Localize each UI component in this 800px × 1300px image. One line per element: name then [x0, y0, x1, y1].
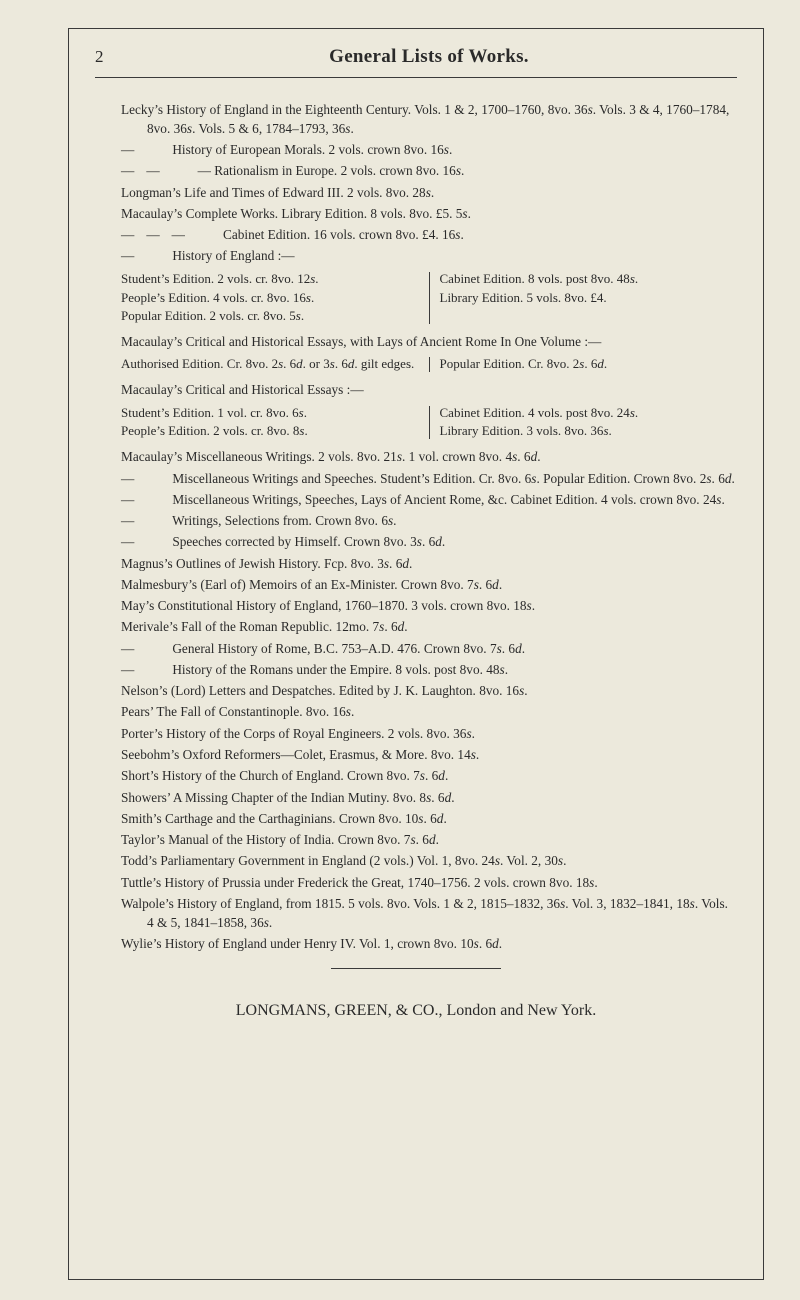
page-title: General Lists of Works.: [121, 43, 737, 71]
edition-line: Cabinet Edition. 4 vols. post 8vo. 24s.: [440, 404, 738, 423]
edition-line: Student’s Edition. 2 vols. cr. 8vo. 12s.: [121, 270, 419, 289]
twocol-c-left: Student’s Edition. 1 vol. cr. 8vo. 6s.Pe…: [121, 404, 419, 442]
catalog-entry: — History of European Morals. 2 vols. cr…: [95, 140, 737, 159]
column-rule: [429, 406, 430, 440]
page-frame: 2 General Lists of Works. Lecky’s Histor…: [68, 28, 764, 1280]
catalog-entry: Short’s History of the Church of England…: [95, 766, 737, 785]
entries-c: Macaulay’s Critical and Historical Essay…: [95, 380, 737, 399]
catalog-entry: Lecky’s History of England in the Eighte…: [95, 100, 737, 139]
footer-rule: [331, 968, 501, 969]
catalog-entry: Macaulay’s Complete Works. Library Editi…: [95, 204, 737, 223]
catalog-entry: May’s Constitutional History of England,…: [95, 596, 737, 615]
entries-d: Macaulay’s Miscellaneous Writings. 2 vol…: [95, 447, 737, 953]
catalog-entry: Macaulay’s Miscellaneous Writings. 2 vol…: [95, 447, 737, 466]
twocol-c-right: Cabinet Edition. 4 vols. post 8vo. 24s.L…: [440, 404, 738, 442]
entries-b: Macaulay’s Critical and Historical Essay…: [95, 332, 737, 351]
page-number: 2: [95, 45, 121, 70]
header: 2 General Lists of Works.: [95, 43, 737, 78]
catalog-entry: Porter’s History of the Corps of Royal E…: [95, 724, 737, 743]
twocol-c: Student’s Edition. 1 vol. cr. 8vo. 6s.Pe…: [95, 404, 737, 442]
edition-line: Student’s Edition. 1 vol. cr. 8vo. 6s.: [121, 404, 419, 423]
catalog-entry: Longman’s Life and Times of Edward III. …: [95, 183, 737, 202]
catalog-entry: Malmesbury’s (Earl of) Memoirs of an Ex-…: [95, 575, 737, 594]
catalog-entry: Macaulay’s Critical and Historical Essay…: [95, 332, 737, 351]
catalog-entry: — Writings, Selections from. Crown 8vo. …: [95, 511, 737, 530]
catalog-entry: Macaulay’s Critical and Historical Essay…: [95, 380, 737, 399]
column-rule: [429, 357, 430, 372]
catalog-entry: Merivale’s Fall of the Roman Republic. 1…: [95, 617, 737, 636]
catalog-entry: Magnus’s Outlines of Jewish History. Fcp…: [95, 554, 737, 573]
twocol-b: Authorised Edition. Cr. 8vo. 2s. 6d. or …: [95, 355, 737, 374]
catalog-entry: Taylor’s Manual of the History of India.…: [95, 830, 737, 849]
catalog-entry: Walpole’s History of England, from 1815.…: [95, 894, 737, 933]
edition-line: Library Edition. 3 vols. 8vo. 36s.: [440, 422, 738, 441]
catalog-entry: Pears’ The Fall of Constantinople. 8vo. …: [95, 702, 737, 721]
column-rule: [429, 272, 430, 325]
catalog-entry: — History of England :—: [95, 246, 737, 265]
catalog-entry: Nelson’s (Lord) Letters and Despatches. …: [95, 681, 737, 700]
catalog-entry: Smith’s Carthage and the Carthaginians. …: [95, 809, 737, 828]
catalog-entry: — History of the Romans under the Empire…: [95, 660, 737, 679]
edition-line: People’s Edition. 4 vols. cr. 8vo. 16s.: [121, 289, 419, 308]
entries-top: Lecky’s History of England in the Eighte…: [95, 100, 737, 266]
catalog-entry: Todd’s Parliamentary Government in Engla…: [95, 851, 737, 870]
edition-line: Authorised Edition. Cr. 8vo. 2s. 6d. or …: [121, 355, 419, 374]
twocol-b-right: Popular Edition. Cr. 8vo. 2s. 6d.: [440, 355, 738, 374]
catalog-entry: Seebohm’s Oxford Reformers—Colet, Erasmu…: [95, 745, 737, 764]
catalog-entry: — General History of Rome, B.C. 753–A.D.…: [95, 639, 737, 658]
edition-line: Library Edition. 5 vols. 8vo. £4.: [440, 289, 738, 308]
catalog-entry: — Miscellaneous Writings, Speeches, Lays…: [95, 490, 737, 509]
twocol-a-right: Cabinet Edition. 8 vols. post 8vo. 48s.L…: [440, 270, 738, 327]
twocol-a-left: Student’s Edition. 2 vols. cr. 8vo. 12s.…: [121, 270, 419, 327]
publisher-footer: LONGMANS, GREEN, & CO., London and New Y…: [95, 991, 737, 1022]
edition-line: Cabinet Edition. 8 vols. post 8vo. 48s.: [440, 270, 738, 289]
twocol-a: Student’s Edition. 2 vols. cr. 8vo. 12s.…: [95, 270, 737, 327]
twocol-b-left: Authorised Edition. Cr. 8vo. 2s. 6d. or …: [121, 355, 419, 374]
catalog-entry: — — — Rationalism in Europe. 2 vols. cro…: [95, 161, 737, 180]
catalog-entry: Wylie’s History of England under Henry I…: [95, 934, 737, 953]
edition-line: Popular Edition. 2 vols. cr. 8vo. 5s.: [121, 307, 419, 326]
edition-line: Popular Edition. Cr. 8vo. 2s. 6d.: [440, 355, 738, 374]
catalog-entry: — — — Cabinet Edition. 16 vols. crown 8v…: [95, 225, 737, 244]
catalog-entry: — Miscellaneous Writings and Speeches. S…: [95, 469, 737, 488]
catalog-entry: Tuttle’s History of Prussia under Freder…: [95, 873, 737, 892]
catalog-entry: Showers’ A Missing Chapter of the Indian…: [95, 788, 737, 807]
catalog-entry: — Speeches corrected by Himself. Crown 8…: [95, 532, 737, 551]
edition-line: People’s Edition. 2 vols. cr. 8vo. 8s.: [121, 422, 419, 441]
